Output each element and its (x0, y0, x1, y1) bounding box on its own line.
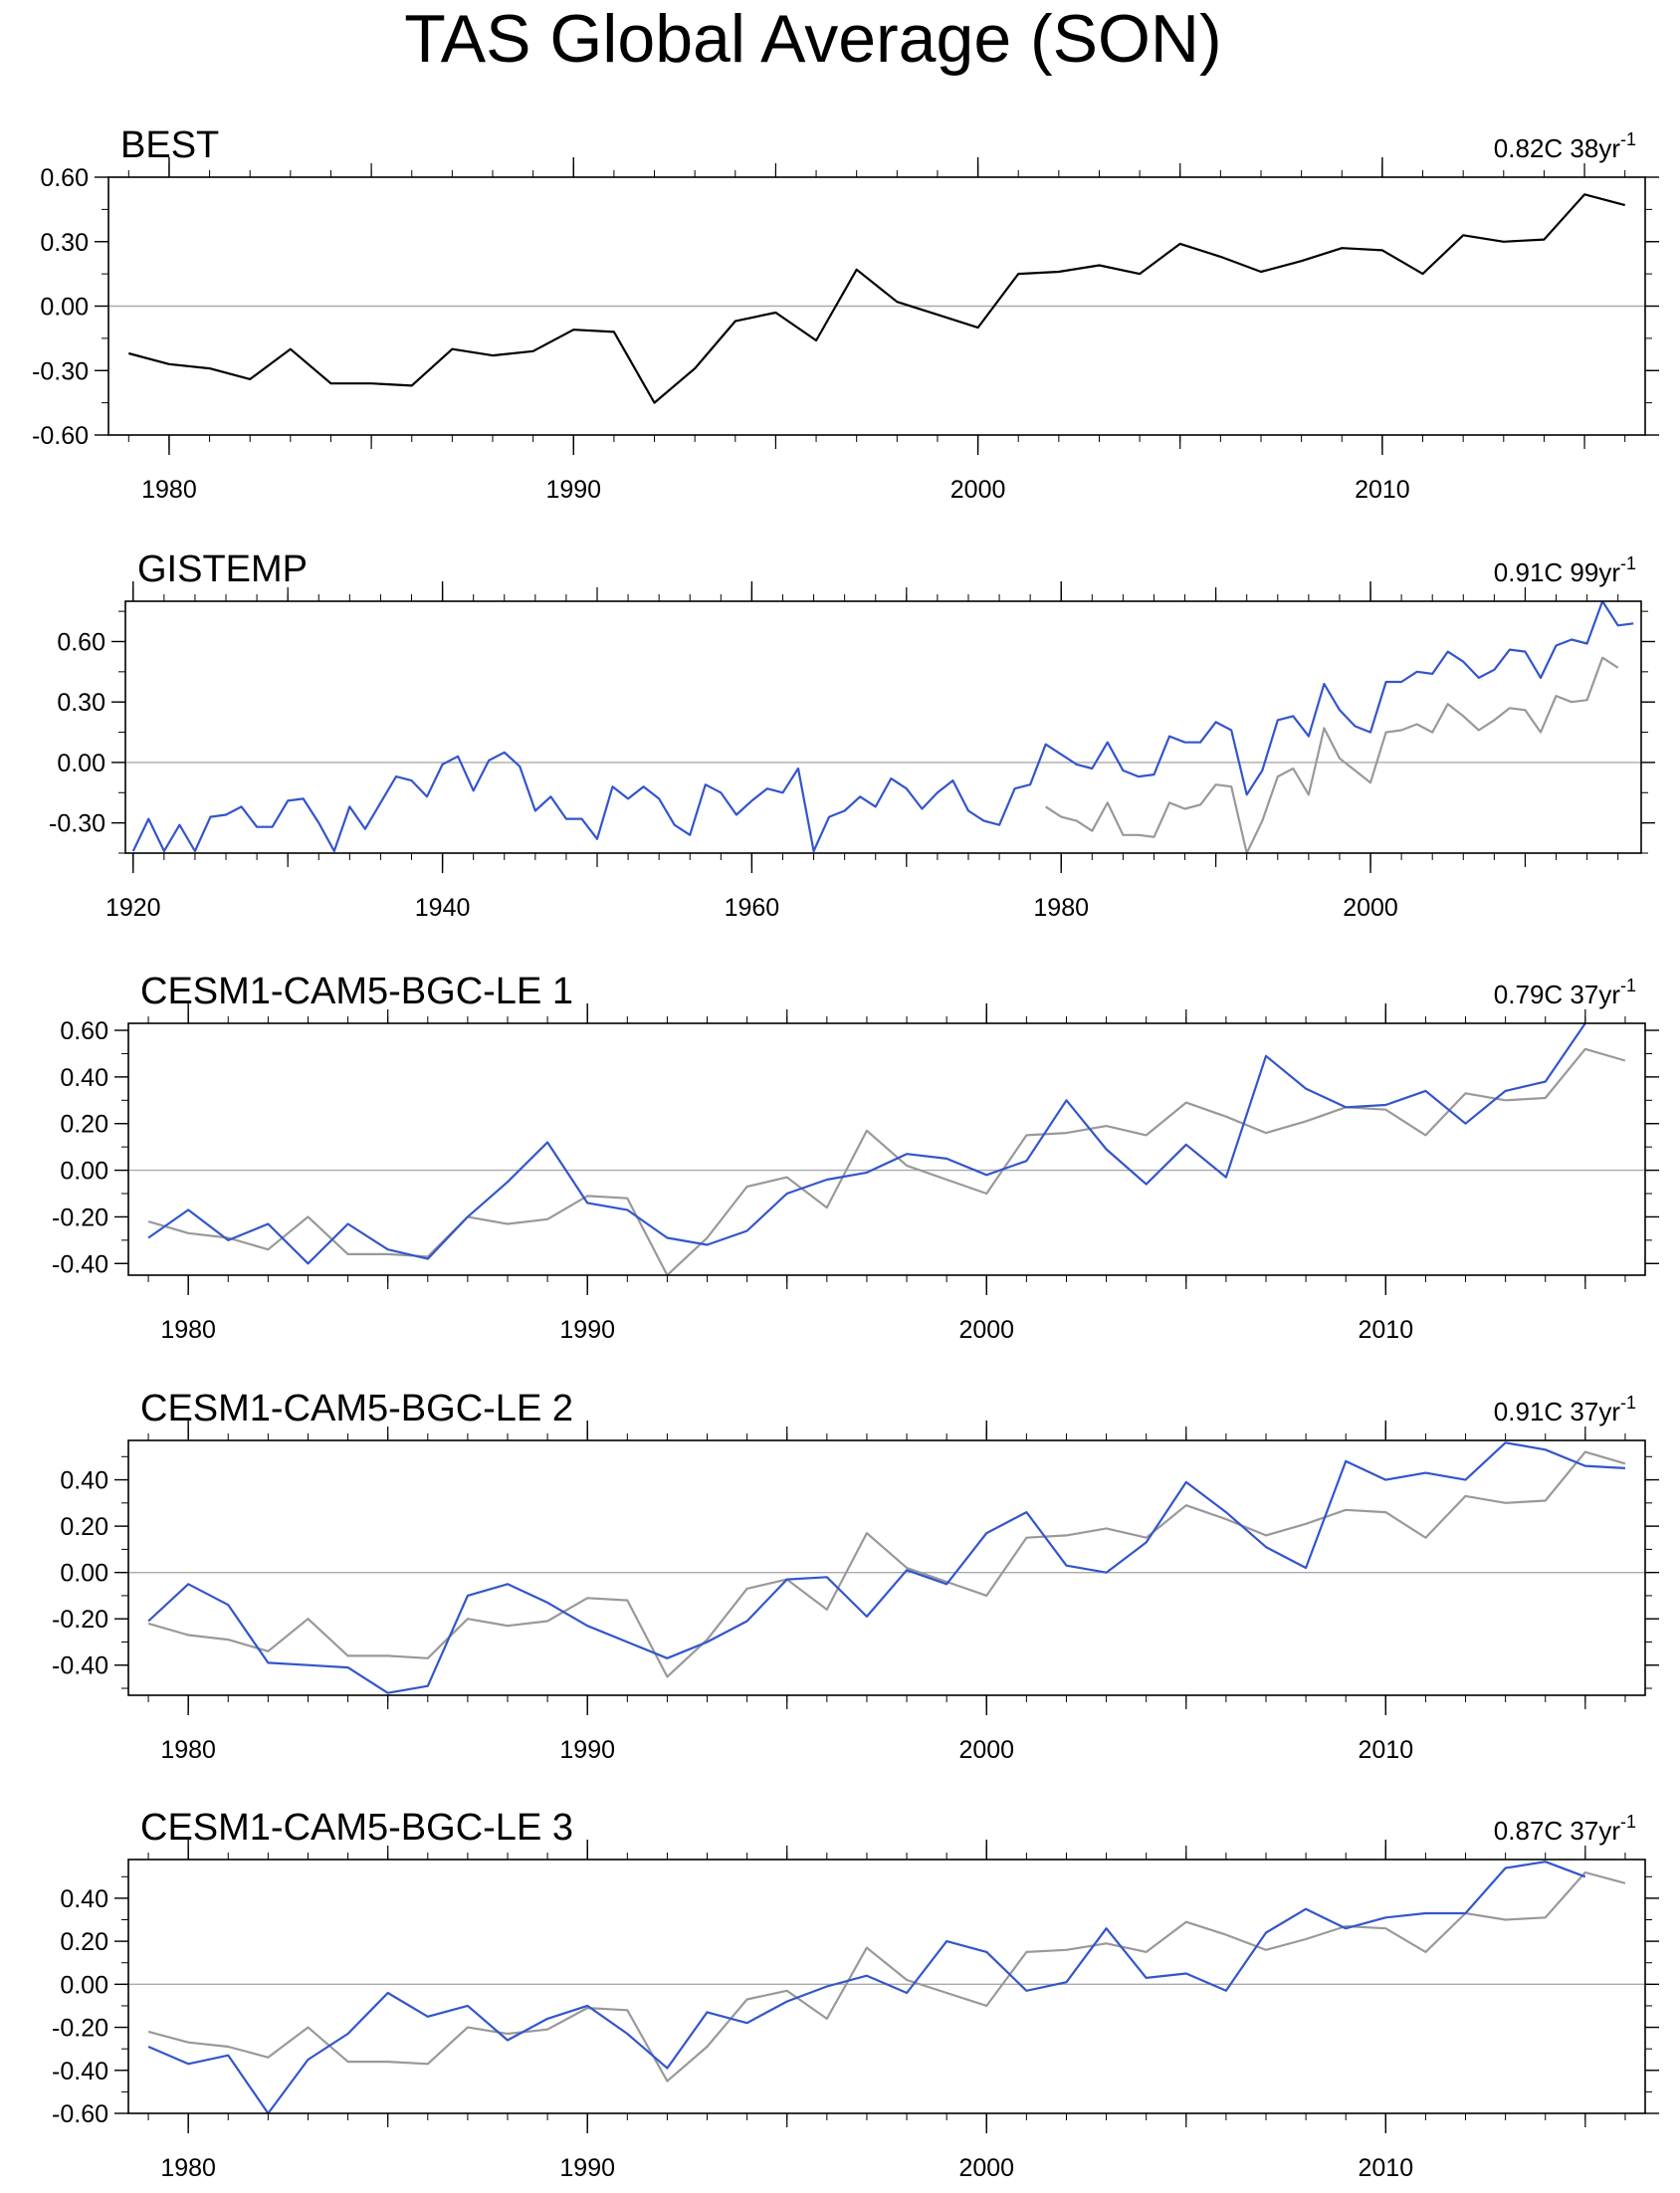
y-tick-label: 0.60 (60, 1017, 108, 1045)
y-tick-label: 0.60 (40, 164, 89, 192)
y-tick-label: 0.20 (60, 1928, 108, 1956)
panel-title: CESM1-CAM5-BGC-LE 1 (140, 971, 573, 1012)
trend-label: 0.79C 37yr-1 (1494, 976, 1636, 1009)
trend-label: 0.91C 99yr-1 (1494, 553, 1636, 587)
trend-value: 0.91C 99yr (1494, 557, 1621, 587)
x-tick-label: 2000 (958, 1316, 1014, 1344)
trend-value: 0.82C 38yr (1494, 133, 1621, 163)
y-tick-label: 0.40 (60, 1467, 108, 1495)
y-tick-label: 0.00 (40, 294, 89, 322)
y-tick-label: 0.00 (60, 1560, 108, 1588)
y-tick-label: 0.30 (57, 689, 105, 717)
y-tick-label: -0.20 (52, 1606, 108, 1634)
y-tick-label: -0.20 (52, 1204, 108, 1231)
chart-panel-3: CESM1-CAM5-BGC-LE 1 0.79C 37yr-1 -0.40 -0.2… (52, 971, 1659, 1344)
trend-value: 0.87C 37yr (1494, 1816, 1621, 1846)
x-tick-label: 2010 (1359, 1736, 1414, 1764)
x-tick-label: 1980 (141, 476, 197, 504)
y-tick-label: 0.00 (57, 750, 105, 777)
x-tick-label: 1990 (559, 1736, 615, 1764)
x-tick-label: 2010 (1359, 2154, 1414, 2182)
series-group (128, 193, 1625, 404)
trend-value: 0.79C 37yr (1494, 980, 1621, 1009)
panel-title: CESM1-CAM5-BGC-LE 3 (140, 1807, 573, 1849)
y-tick-label: -0.30 (32, 357, 89, 385)
plot-frame (127, 1859, 1646, 2114)
trend-exponent: -1 (1620, 129, 1636, 149)
x-tick-label: 1990 (545, 476, 601, 504)
y-tick-label: 0.00 (60, 1158, 108, 1186)
series-line-best (147, 1450, 1626, 1678)
x-tick-label: 2000 (950, 476, 1006, 504)
series-line-best (1045, 656, 1619, 853)
x-tick-label: 1980 (1033, 894, 1089, 922)
series-line-gistemp (131, 601, 1634, 853)
series-group (131, 601, 1634, 853)
x-tick-label: 1990 (559, 1316, 615, 1344)
series-line-best (147, 1047, 1626, 1275)
plot-frame (127, 1022, 1646, 1276)
x-tick-label: 1960 (725, 894, 780, 922)
y-tick-label: -0.60 (52, 2100, 108, 2128)
x-tick-label: 2000 (958, 2154, 1014, 2182)
series-line-cesm1-cam5-bgc-le-1 (147, 1023, 1586, 1265)
y-tick-label: -0.20 (52, 2015, 108, 2043)
plot-frame (107, 176, 1646, 436)
y-tick-label: 0.20 (60, 1513, 108, 1541)
y-tick-label: -0.30 (49, 810, 105, 838)
series-line-best (128, 193, 1625, 404)
series-line-best (147, 1870, 1626, 2083)
x-tick-label: 1980 (160, 1736, 216, 1764)
y-tick-label: -0.40 (52, 1652, 108, 1680)
trend-exponent: -1 (1620, 553, 1636, 573)
trend-exponent: -1 (1620, 1393, 1636, 1413)
series-group (147, 1441, 1626, 1694)
y-tick-label: 0.30 (40, 229, 89, 257)
chart-panel-5: CESM1-CAM5-BGC-LE 3 0.87C 37yr-1 -0.60 -0.4… (52, 1807, 1659, 2182)
trend-label: 0.87C 37yr-1 (1494, 1812, 1636, 1846)
chart-panel-4: CESM1-CAM5-BGC-LE 2 0.91C 37yr-1 -0.40 -0.2… (52, 1388, 1659, 1764)
x-tick-label: 2000 (1343, 894, 1398, 922)
x-tick-label: 1980 (160, 1316, 216, 1344)
x-tick-label: 2010 (1355, 476, 1410, 504)
panel-title: CESM1-CAM5-BGC-LE 2 (140, 1388, 573, 1429)
y-tick-label: 0.20 (60, 1111, 108, 1139)
x-tick-label: 1990 (559, 2154, 615, 2182)
chart-panel-1: BEST 0.82C 38yr-1-0.60-0.300.000.300.6019… (32, 124, 1659, 504)
y-tick-label: -0.40 (52, 2058, 108, 2085)
x-tick-label: 2010 (1359, 1316, 1414, 1344)
y-tick-label: 0.60 (57, 628, 105, 656)
panels: BEST 0.82C 38yr-1-0.60-0.300.000.300.6019… (32, 124, 1659, 2182)
trend-exponent: -1 (1620, 1812, 1636, 1832)
series-group (147, 1023, 1626, 1275)
figure-title: TAS Global Average (SON) (404, 1, 1221, 77)
y-tick-label: -0.60 (32, 422, 89, 450)
trend-label: 0.91C 37yr-1 (1494, 1393, 1636, 1426)
plot-frame (127, 1439, 1646, 1696)
plot-frame (124, 600, 1642, 854)
y-tick-label: 0.40 (60, 1064, 108, 1092)
y-tick-label: -0.40 (52, 1250, 108, 1278)
x-tick-label: 2000 (958, 1736, 1014, 1764)
series-group (147, 1861, 1626, 2113)
panel-title: GISTEMP (137, 548, 308, 590)
y-tick-label: 0.40 (60, 1885, 108, 1913)
series-line-cesm1-cam5-bgc-le-3 (147, 1861, 1586, 2113)
chart-panel-2: GISTEMP 0.91C 99yr-1 -0.30 0.00 0.30 0.60 1920… (49, 548, 1655, 922)
trend-value: 0.91C 37yr (1494, 1397, 1621, 1426)
x-tick-label: 1980 (160, 2154, 216, 2182)
x-tick-label: 1940 (415, 894, 471, 922)
trend-label: 0.82C 38yr-1 (1494, 129, 1636, 163)
x-tick-label: 1920 (105, 894, 161, 922)
series-line-cesm1-cam5-bgc-le-2 (147, 1441, 1625, 1694)
y-tick-label: 0.00 (60, 1971, 108, 1999)
trend-exponent: -1 (1620, 976, 1636, 995)
